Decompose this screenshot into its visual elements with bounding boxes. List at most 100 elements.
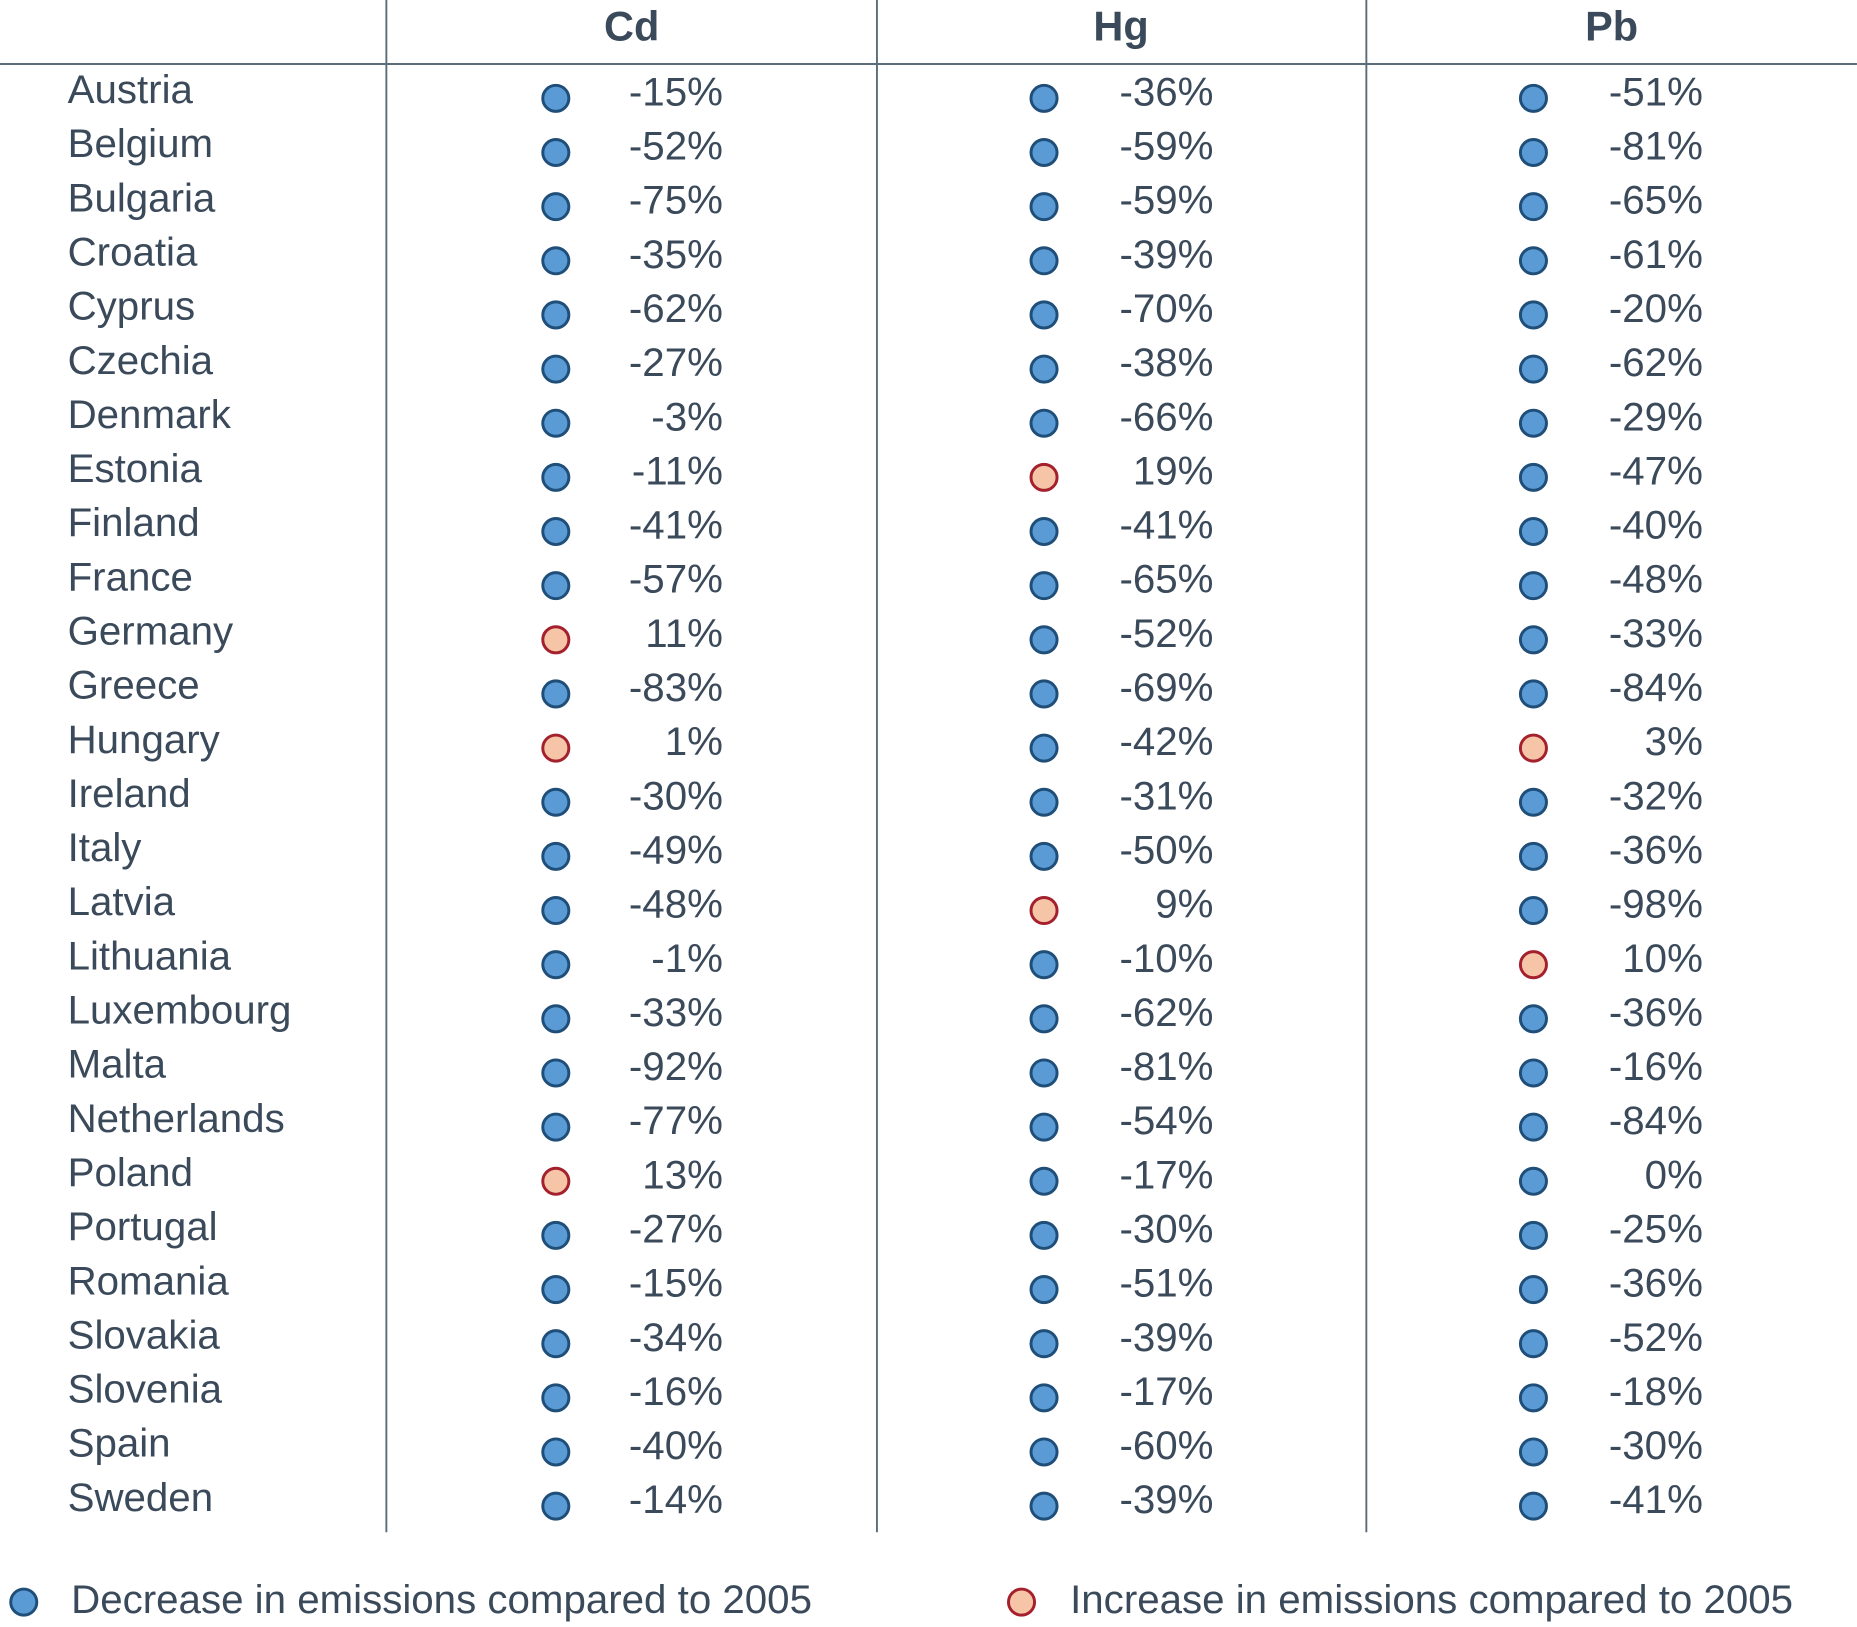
change-value: -20% <box>1609 286 1703 331</box>
decrease-marker <box>541 462 571 492</box>
decrease-marker <box>1029 950 1059 980</box>
change-value: -41% <box>629 503 723 548</box>
decrease-marker <box>541 787 571 817</box>
decrease-marker <box>1518 625 1548 655</box>
change-value: -50% <box>1119 827 1213 872</box>
change-value: -81% <box>1609 124 1703 169</box>
decrease-marker <box>1518 1437 1548 1467</box>
change-value: -77% <box>629 1098 723 1143</box>
decrease-marker <box>541 1329 571 1359</box>
decrease-marker <box>1029 1166 1059 1196</box>
country-name: Denmark <box>68 392 232 437</box>
change-value: -47% <box>1609 448 1703 493</box>
decrease-marker <box>1518 137 1548 168</box>
decrease-marker <box>541 950 571 980</box>
decrease-marker <box>541 83 571 113</box>
legend-increase-marker <box>1007 1587 1037 1617</box>
decrease-marker <box>541 517 571 547</box>
decrease-marker <box>541 246 571 276</box>
decrease-marker <box>1518 1166 1548 1196</box>
decrease-marker <box>1029 517 1059 547</box>
country-name: Latvia <box>68 879 176 924</box>
country-name: Germany <box>68 609 234 654</box>
change-value: -62% <box>1119 990 1213 1035</box>
change-value: -39% <box>1119 1477 1213 1522</box>
decrease-marker <box>1518 300 1548 330</box>
change-value: -98% <box>1609 882 1703 927</box>
change-value: -14% <box>629 1477 723 1522</box>
decrease-marker <box>1518 1329 1548 1359</box>
change-value: -30% <box>1609 1423 1703 1468</box>
decrease-marker <box>541 408 571 438</box>
change-value: -17% <box>1119 1152 1213 1197</box>
decrease-marker <box>1518 841 1548 871</box>
decrease-marker <box>541 300 571 330</box>
decrease-marker <box>1029 1437 1059 1467</box>
increase-marker <box>1518 950 1548 980</box>
country-name: Hungary <box>68 717 221 762</box>
decrease-marker <box>1029 1220 1059 1250</box>
decrease-marker <box>1029 300 1059 330</box>
change-value: -31% <box>1119 773 1213 818</box>
change-value: -15% <box>629 69 723 114</box>
change-value: -18% <box>1609 1369 1703 1414</box>
change-value: -34% <box>629 1315 723 1360</box>
change-value: -40% <box>1609 503 1703 548</box>
country-name: Malta <box>68 1042 167 1087</box>
decrease-marker <box>1029 354 1059 384</box>
decrease-marker <box>541 354 571 384</box>
change-value: -60% <box>1119 1423 1213 1468</box>
increase-marker <box>1029 462 1059 492</box>
decrease-marker <box>1518 1112 1548 1142</box>
change-value: -27% <box>629 340 723 385</box>
change-value: -27% <box>629 1206 723 1251</box>
change-value: -39% <box>1119 1315 1213 1360</box>
country-name: Bulgaria <box>68 175 216 220</box>
change-value: -59% <box>1119 124 1213 169</box>
legend-increase-label: Increase in emissions compared to 2005 <box>1070 1577 1793 1622</box>
country-name: Croatia <box>68 230 198 275</box>
country-name: Cyprus <box>68 284 196 329</box>
change-value: -30% <box>629 773 723 818</box>
decrease-marker <box>1029 787 1059 817</box>
change-value: -11% <box>632 448 723 493</box>
decrease-marker <box>1029 733 1059 763</box>
change-value: -51% <box>1609 69 1703 114</box>
decrease-marker <box>1029 1058 1059 1088</box>
country-name: Poland <box>68 1150 193 1195</box>
column-header: Hg <box>1093 3 1148 50</box>
change-value: -41% <box>1609 1477 1703 1522</box>
decrease-marker <box>1518 1058 1548 1088</box>
decrease-marker <box>541 1112 571 1142</box>
change-value: -54% <box>1119 1098 1213 1143</box>
increase-marker <box>541 733 571 763</box>
decrease-marker <box>541 841 571 871</box>
decrease-marker <box>541 1491 571 1521</box>
country-name: Lithuania <box>68 933 232 978</box>
increase-marker <box>541 1166 571 1196</box>
change-value: -48% <box>629 882 723 927</box>
change-value: -1% <box>651 936 723 981</box>
change-value: -39% <box>1119 232 1213 277</box>
country-name: Finland <box>68 500 200 545</box>
decrease-marker <box>1518 408 1548 438</box>
decrease-marker <box>541 192 571 222</box>
decrease-marker <box>1029 408 1059 438</box>
change-value: -52% <box>629 124 723 169</box>
decrease-marker <box>1518 354 1548 384</box>
change-value: -49% <box>629 827 723 872</box>
change-value: -75% <box>629 178 723 223</box>
change-value: -40% <box>629 1423 723 1468</box>
country-name: Luxembourg <box>68 988 292 1033</box>
change-value: -48% <box>1609 557 1703 602</box>
decrease-marker <box>1029 841 1059 871</box>
change-value: -15% <box>629 1261 723 1306</box>
country-name: Slovenia <box>68 1367 223 1412</box>
change-value: -16% <box>1609 1044 1703 1089</box>
decrease-marker <box>541 679 571 709</box>
decrease-marker <box>1518 679 1548 709</box>
legend-decrease-marker <box>9 1587 39 1617</box>
column-header: Pb <box>1585 3 1638 50</box>
decrease-marker <box>541 1275 571 1305</box>
country-name: Greece <box>68 663 200 708</box>
